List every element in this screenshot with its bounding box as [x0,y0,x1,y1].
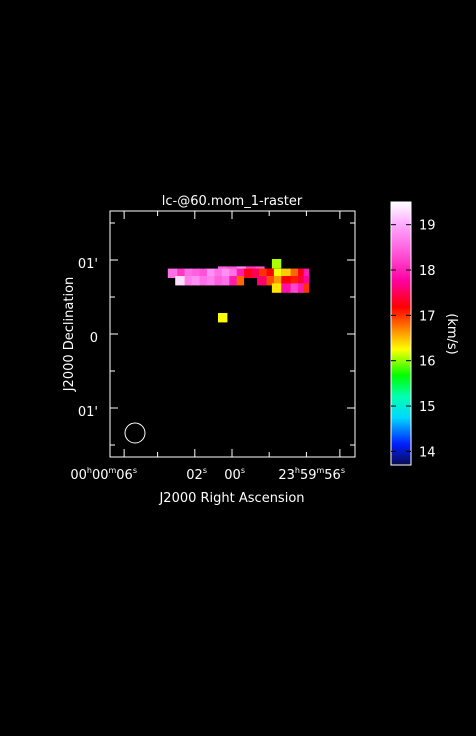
plot-frame [109,210,356,458]
mom1-pixel [294,283,304,293]
colorbar-tick-label: 16 [419,355,436,370]
mom1-pixel [271,268,282,278]
mom1-pixel [190,276,200,286]
mom1-pixel [264,268,274,278]
colorbar-tick-label: 14 [419,445,436,460]
mom1-pixel [288,268,299,278]
colorbar-tick-label: 19 [419,219,436,234]
x-tick-label: 02s [186,466,207,483]
mom1-pixel [242,268,252,278]
mom1-pixel [234,276,245,286]
mom1-pixel [288,276,299,286]
mom1-pixel [288,283,299,293]
x-tick-labels: 00h00m06s 02s 00s 23h59m56s [70,466,345,483]
y-tick-label: 01' [78,405,98,420]
x-tick-label: 23h59m56s [278,466,345,483]
beam-circle [124,422,146,444]
colorbar-tick-label: 15 [419,400,436,415]
mom1-pixel [281,268,291,278]
y-tick-label: 01' [78,257,98,272]
y-tick-label: 0 [90,331,98,346]
mom1-pixel [167,268,178,278]
y-tick-labels: 01' 0 01' [78,257,98,420]
mom1-pixel [197,268,207,278]
mom1-pixel [175,268,185,278]
mom1-pixel [281,276,291,286]
mom1-pixel [182,276,193,286]
mom1-pixel [249,268,259,278]
mom1-pixel [299,268,310,278]
mom1-pixel [212,268,222,278]
x-axis-label: J2000 Right Ascension [158,491,304,506]
mom1-pixel [219,268,230,278]
mom1-pixel [294,268,304,278]
chart-title: lc-@60.mom_1-raster [162,194,303,209]
x-tick-label: 00s [224,466,245,483]
mom1-pixel [271,283,282,293]
colorbar-tick-label: 18 [419,264,436,279]
mom1-pixel [175,276,185,286]
colorbar-gradient [390,201,412,466]
colorbar: 14 15 16 17 18 19 (km/s) [390,201,459,466]
mom1-pixel [212,276,222,286]
mom1-pixels [167,259,310,323]
mom1-pixel [271,276,282,286]
y-axis-label: J2000 Declination [62,277,77,393]
mom1-pixel [205,268,215,278]
colorbar-ticks: 14 15 16 17 18 19 [391,219,436,460]
mom1-pixel [294,276,304,286]
mom1-pixel [299,283,310,293]
mom1-pixel [218,313,228,323]
mom1-pixel [227,276,237,286]
mom1-pixel [257,276,267,286]
mom1-pixel [227,268,237,278]
colorbar-tick-label: 17 [419,309,436,324]
mom1-pixel [264,276,274,286]
colorbar-label: (km/s) [444,313,459,355]
mom1-pixel [182,268,193,278]
mom1-pixel [299,276,310,286]
mom1-pixel [281,283,291,293]
mom1-pixel [234,268,245,278]
axis-ticks [110,211,355,457]
mom1-pixel [205,276,215,286]
mom1-pixel [271,259,282,269]
x-tick-label: 00h00m06s [70,466,137,483]
mom1-pixel [190,268,200,278]
mom1-pixel [219,276,230,286]
mom1-pixel [197,276,207,286]
mom1-pixel [257,268,267,278]
